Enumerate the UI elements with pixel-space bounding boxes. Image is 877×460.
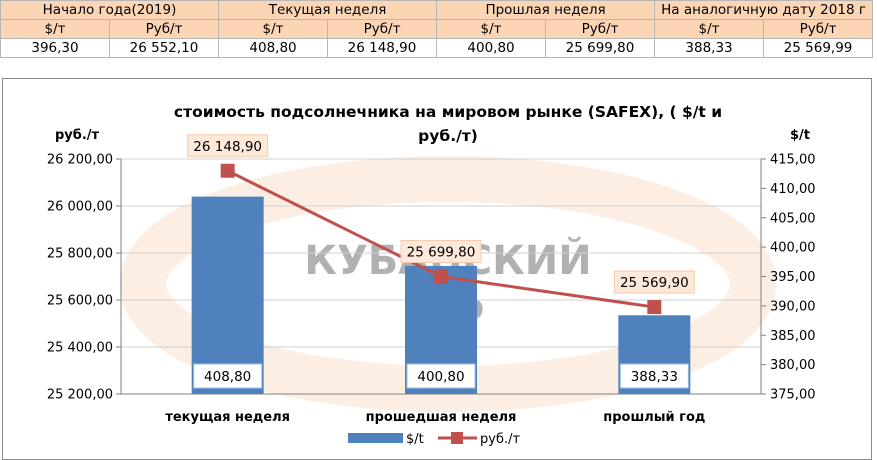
value-cell: 388,33 xyxy=(654,38,765,58)
value-cell: 25 699,80 xyxy=(545,38,656,58)
header-previous-week: Прошлая неделя xyxy=(436,0,656,20)
right-tick-label: 410,00 xyxy=(770,182,816,197)
x-category-label: прошлый год xyxy=(603,410,705,425)
right-tick-label: 385,00 xyxy=(770,329,816,344)
line-data-label-box xyxy=(187,134,269,158)
value-cell: 400,80 xyxy=(436,38,547,58)
unit-cell: Руб/т xyxy=(108,19,220,39)
unit-cell: $/т xyxy=(654,19,765,39)
unit-cell: $/т xyxy=(218,19,329,39)
bar-data-label: 388,33 xyxy=(631,369,678,385)
table-header-row: Начало года(2019) Текущая неделя Прошлая… xyxy=(0,0,874,20)
unit-cell: $/т xyxy=(436,19,547,39)
right-tick-label: 375,00 xyxy=(770,388,816,403)
left-tick-label: 25 400,00 xyxy=(47,341,113,356)
left-tick-label: 26 200,00 xyxy=(47,153,113,168)
right-tick-label: 415,00 xyxy=(770,153,816,168)
header-start-of-year: Начало года(2019) xyxy=(0,0,220,20)
bar-data-label-box xyxy=(619,363,689,389)
line-data-label-box xyxy=(400,240,482,263)
x-category-label: текущая неделя xyxy=(165,410,290,425)
bar xyxy=(191,196,264,394)
legend-bar-label: $/t xyxy=(406,432,424,447)
legend-bar-swatch xyxy=(348,433,403,443)
line-marker xyxy=(647,300,662,315)
table-values-row: 396,30 26 552,10 408,80 26 148,90 400,80… xyxy=(0,38,874,58)
left-axis-title: руб./т xyxy=(55,128,100,143)
chart-title-line-1: стоимость подсолнечника на мировом рынке… xyxy=(174,103,722,121)
line-data-label: 26 148,90 xyxy=(193,139,262,155)
value-cell: 26 148,90 xyxy=(327,38,438,58)
header-same-date-2018: На аналогичную дату 2018 г xyxy=(654,0,874,20)
legend-line-marker xyxy=(451,432,463,444)
right-tick-label: 390,00 xyxy=(770,299,816,314)
table-units-row: $/т Руб/т $/т Руб/т $/т Руб/т $/т Руб/т xyxy=(0,19,874,39)
line-data-label: 25 699,80 xyxy=(407,245,476,261)
right-axis-title: $/t xyxy=(790,128,810,143)
line-marker xyxy=(220,163,235,178)
left-tick-label: 25 800,00 xyxy=(47,247,113,262)
bar-data-label: 408,80 xyxy=(204,369,251,385)
value-cell: 408,80 xyxy=(218,38,329,58)
line-data-label: 25 569,90 xyxy=(620,275,689,291)
x-category-label: прошедшая неделя xyxy=(366,410,517,425)
right-tick-label: 400,00 xyxy=(770,241,816,256)
line-data-label-box xyxy=(613,270,695,294)
left-tick-label: 26 000,00 xyxy=(47,200,113,215)
left-tick-label: 25 600,00 xyxy=(47,294,113,309)
bar-data-label: 400,80 xyxy=(417,369,464,385)
unit-cell: $/т xyxy=(0,19,110,39)
unit-cell: Руб/т xyxy=(327,19,438,39)
combo-chart: КУБАНСКИЙИФстоимость подсолнечника на ми… xyxy=(47,103,816,447)
value-cell: 26 552,10 xyxy=(108,38,220,58)
legend-line-label: руб./т xyxy=(480,432,520,447)
header-current-week: Текущая неделя xyxy=(218,0,438,20)
bar-data-label-box xyxy=(406,363,476,389)
chart-title-line-2: руб./т) xyxy=(418,127,478,145)
right-tick-label: 395,00 xyxy=(770,270,816,285)
value-cell: 396,30 xyxy=(0,38,110,58)
chart-area: КУБАНСКИЙИФстоимость подсолнечника на ми… xyxy=(2,78,872,460)
unit-cell: Руб/т xyxy=(763,19,874,39)
value-cell: 25 569,99 xyxy=(763,38,874,58)
price-summary-table: Начало года(2019) Текущая неделя Прошлая… xyxy=(0,0,874,58)
right-tick-label: 405,00 xyxy=(770,211,816,226)
unit-cell: Руб/т xyxy=(545,19,656,39)
right-tick-label: 380,00 xyxy=(770,358,816,373)
left-tick-label: 25 200,00 xyxy=(47,388,113,403)
line-marker xyxy=(434,269,448,284)
bar-data-label-box xyxy=(193,363,263,389)
